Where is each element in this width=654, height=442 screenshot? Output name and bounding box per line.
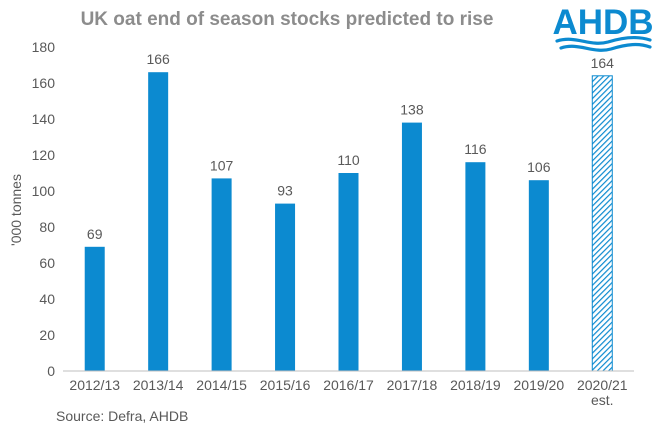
y-tick-label: 80	[39, 219, 55, 235]
x-axis: 2012/13 2013/14 2014/15 2015/16 2016/17 2017/…	[69, 377, 627, 408]
y-tick-label: 120	[32, 147, 56, 163]
y-tick-label: 60	[39, 255, 55, 271]
source-note: Source: Defra, AHDB	[56, 408, 188, 424]
bar	[528, 180, 549, 371]
ahdb-logo: AHDB	[552, 3, 654, 52]
bar	[465, 162, 486, 371]
bar	[275, 203, 296, 371]
y-tick-label: 160	[32, 75, 56, 91]
bar-value-label: 166	[146, 51, 170, 67]
x-tick-label: 2014/15	[196, 377, 247, 393]
bar-value-label: 138	[400, 102, 424, 118]
x-tick-label: 2012/13	[69, 377, 120, 393]
bar	[148, 72, 169, 371]
bar-value-label: 110	[337, 152, 360, 168]
x-tick-label: 2015/16	[260, 377, 311, 393]
y-axis-title: '000 tonnes	[8, 174, 24, 246]
bar	[401, 122, 422, 371]
y-tick-label: 100	[32, 183, 56, 199]
bar-value-label: 69	[87, 226, 103, 242]
bar-value-label: 106	[527, 159, 551, 175]
bar-value-label: 164	[591, 55, 615, 71]
bars	[84, 72, 613, 372]
x-tick-label: 2020/21 est.	[577, 377, 628, 408]
x-tick-label: 2013/14	[133, 377, 184, 393]
y-tick-label: 0	[47, 363, 55, 379]
y-tick-label: 140	[32, 111, 56, 127]
bar-value-label: 93	[277, 183, 293, 199]
y-tick-label: 40	[39, 291, 55, 307]
bar-value-label: 116	[464, 141, 487, 157]
x-tick-label: 2016/17	[323, 377, 374, 393]
chart-title: UK oat end of season stocks predicted to…	[81, 9, 494, 30]
bar	[338, 173, 359, 371]
logo-wave-icon	[555, 35, 652, 45]
bar-estimate	[591, 75, 613, 372]
logo-wave-icon	[559, 42, 652, 52]
y-tick-label: 20	[39, 327, 55, 343]
x-tick-label: 2017/18	[387, 377, 438, 393]
bar-data-labels: 69 166 107 93 110 138 116 106 164	[87, 51, 614, 242]
bar	[84, 246, 105, 371]
logo-text: AHDB	[552, 3, 653, 42]
x-tick-label: 2019/20	[514, 377, 565, 393]
bar-value-label: 107	[210, 157, 234, 173]
x-tick-label: 2018/19	[450, 377, 501, 393]
bar	[211, 178, 232, 371]
y-axis: 0 20 40 60 80 100 120 140 160 180	[32, 39, 56, 379]
y-tick-label: 180	[32, 39, 56, 55]
